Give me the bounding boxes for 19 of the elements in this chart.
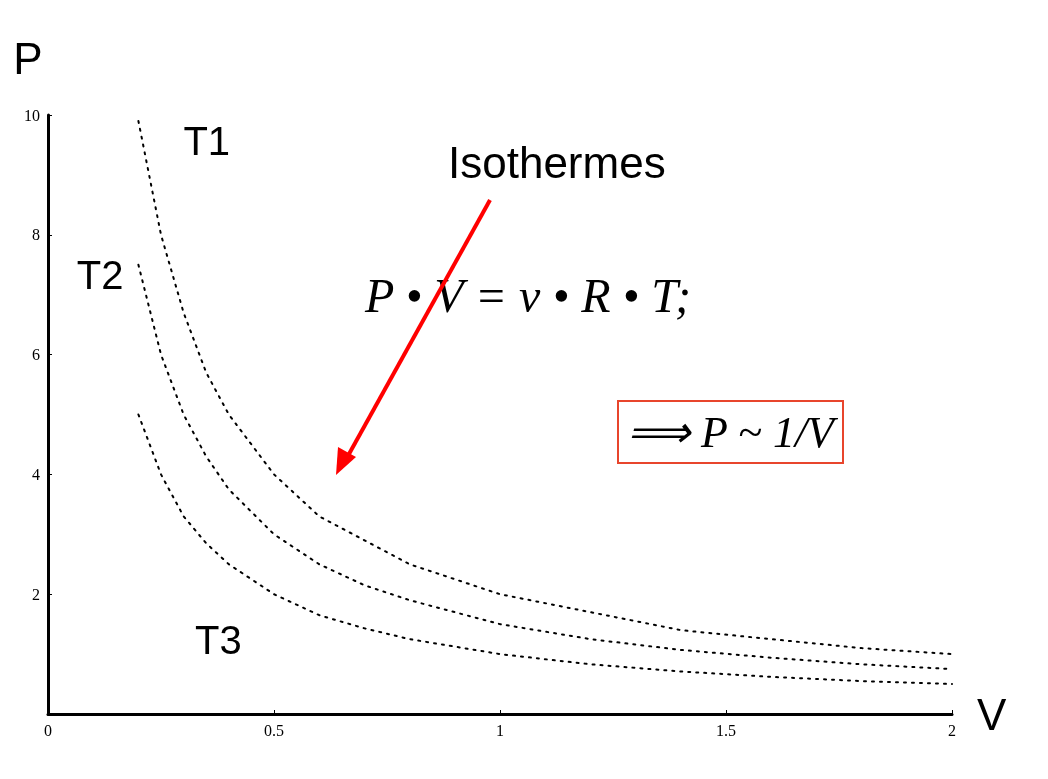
x-axis-title: V [977,689,1007,739]
x-tick-label: 1 [496,721,504,739]
annotation: Isothermes [448,138,666,188]
y-tick-label: 4 [32,465,40,483]
line-series [137,413,953,686]
x-tick-label: 0 [44,721,52,739]
annotation: ⟹ P ~ 1/V [617,400,844,464]
x-tick-label: 1.5 [716,721,736,739]
y-tick-label: 6 [32,346,40,364]
y-axis-title: P [13,33,43,83]
series-label: T2 [76,252,124,297]
y-tick-label: 8 [32,226,40,244]
y-tick-label: 10 [24,106,40,124]
x-tick-label: 0.5 [264,721,284,739]
x-tick-label: 2 [948,721,956,739]
y-tick-label: 2 [32,585,40,603]
series-label: T3 [195,617,242,662]
line-series [137,119,953,656]
series-label: T1 [183,118,231,163]
